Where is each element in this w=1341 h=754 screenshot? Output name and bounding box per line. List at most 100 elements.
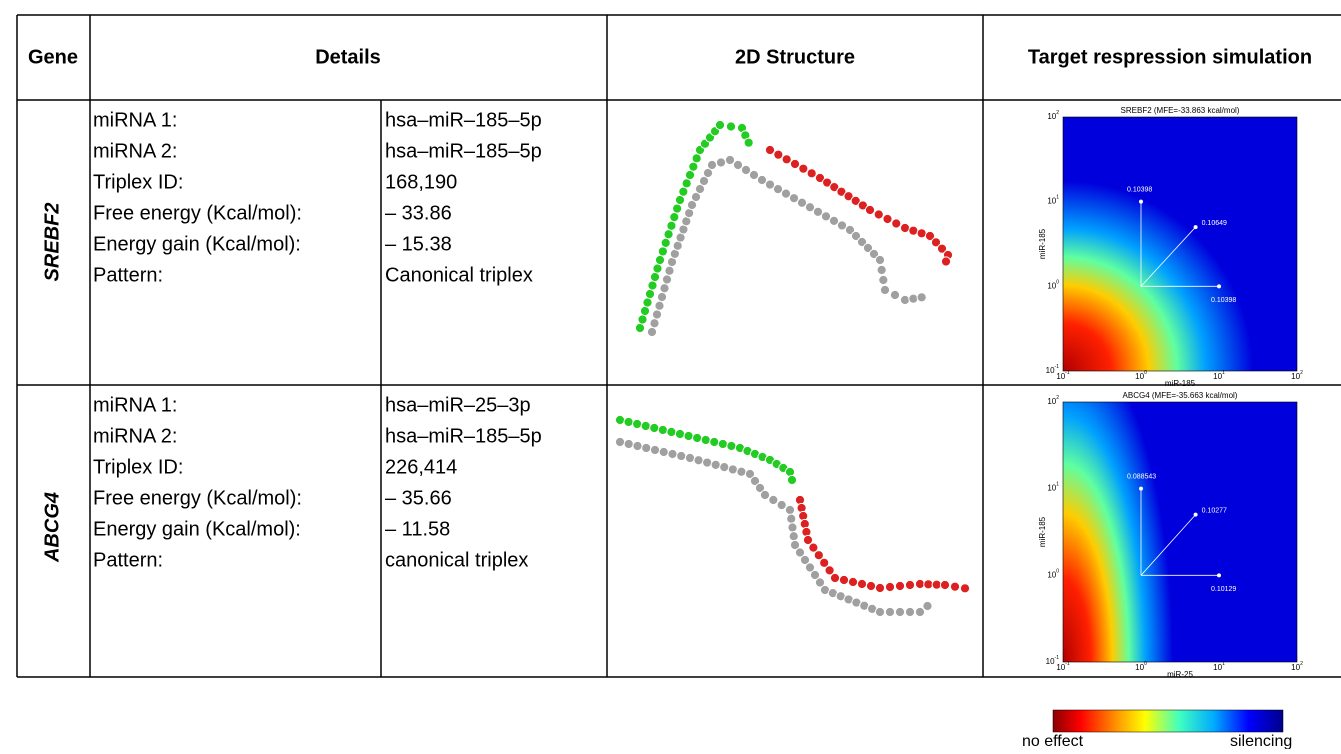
detail-label: Energy gain (Kcal/mol): xyxy=(93,233,301,255)
detail-label: Energy gain (Kcal/mol): xyxy=(93,518,301,540)
detail-value: hsa–miR–185–5p xyxy=(385,140,542,162)
nucleotide xyxy=(725,155,734,164)
tick-exponent: 0 xyxy=(1056,569,1059,575)
header-cell: Details xyxy=(315,46,381,68)
rna-structure xyxy=(635,120,952,336)
detail-value: hsa–miR–185–5p xyxy=(385,425,542,447)
gene-name: SREBF2 xyxy=(41,203,63,282)
nucleotide xyxy=(624,417,633,426)
header-cell: 2D Structure xyxy=(735,46,855,68)
x-tick-label: 10-1 xyxy=(1056,370,1070,381)
nucleotide xyxy=(615,437,624,446)
x-tick-label: 101 xyxy=(1213,661,1225,672)
point-label: 0.10277 xyxy=(1202,508,1227,515)
colorbar-max-label: silencing xyxy=(1230,733,1292,749)
nucleotide xyxy=(830,573,839,582)
nucleotide xyxy=(703,458,712,467)
nucleotide xyxy=(769,495,778,504)
nucleotide xyxy=(932,580,941,589)
nucleotide xyxy=(883,214,892,223)
tick-exponent: 1 xyxy=(1222,661,1225,667)
point-label: 0.10649 xyxy=(1202,220,1227,227)
nucleotide xyxy=(635,323,644,332)
detail-value: canonical triplex xyxy=(385,549,528,571)
nucleotide xyxy=(665,266,674,275)
detail-value: hsa–miR–25–3p xyxy=(385,394,531,416)
nucleotide xyxy=(707,160,716,169)
nucleotide xyxy=(733,160,742,169)
y-axis-label: miR-185 xyxy=(1038,516,1047,547)
nucleotide xyxy=(839,575,848,584)
point-label: 0.10398 xyxy=(1211,297,1236,304)
nucleotide xyxy=(777,500,786,509)
gene-name: ABCG4 xyxy=(41,492,63,563)
nucleotide xyxy=(667,221,676,230)
y-tick-label: 101 xyxy=(1047,482,1059,493)
figure: no effect silencing Gene Details 2D Struct… xyxy=(0,0,1341,749)
nucleotide xyxy=(790,159,799,168)
nucleotide xyxy=(900,223,909,232)
tick-exponent: 2 xyxy=(1300,370,1303,376)
tick-exponent: -1 xyxy=(1055,655,1060,661)
tick-exponent: 0 xyxy=(1144,661,1147,667)
y-tick-label: 100 xyxy=(1047,569,1059,580)
nucleotide xyxy=(684,431,693,440)
detail-value: – 35.66 xyxy=(385,487,452,509)
nucleotide xyxy=(874,210,883,219)
detail-label: miRNA 1: xyxy=(93,109,177,131)
plot-title: ABCG4 (MFE=-35.663 kcal/mol) xyxy=(1123,391,1238,400)
tick-exponent: 0 xyxy=(1144,370,1147,376)
arrow-head xyxy=(1194,225,1198,229)
y-tick-label: 100 xyxy=(1047,280,1059,291)
nucleotide xyxy=(774,150,783,159)
header-cell: Gene xyxy=(28,46,78,68)
tick-exponent: 1 xyxy=(1222,370,1225,376)
arrow-head xyxy=(1139,487,1143,491)
y-axis-label: miR-185 xyxy=(1038,228,1047,259)
nucleotide xyxy=(643,298,652,307)
colorbar xyxy=(1053,710,1283,732)
nucleotide xyxy=(641,421,650,430)
nucleotide xyxy=(685,170,694,179)
header-cell: Target respression simulation xyxy=(1028,46,1312,68)
detail-value: – 11.58 xyxy=(385,518,450,540)
nucleotide xyxy=(737,467,746,476)
arrow-head xyxy=(1217,573,1221,577)
nucleotide xyxy=(650,272,659,281)
detail-value: – 33.86 xyxy=(385,202,452,224)
detail-value: 168,190 xyxy=(385,171,457,193)
detail-label: miRNA 1: xyxy=(93,394,177,416)
detail-label: Pattern: xyxy=(93,264,163,286)
plot-title: SREBF2 (MFE=-33.863 kcal/mol) xyxy=(1121,106,1240,115)
nucleotide xyxy=(638,315,647,324)
nucleotide xyxy=(682,179,691,188)
nucleotide xyxy=(693,433,702,442)
nucleotide xyxy=(917,229,926,238)
nucleotide xyxy=(807,169,816,178)
nucleotide xyxy=(879,275,888,284)
nucleotide xyxy=(716,158,725,167)
arrow-head xyxy=(1139,200,1143,204)
detail-label: Triplex ID: xyxy=(93,456,183,478)
nucleotide xyxy=(710,437,719,446)
nucleotide xyxy=(924,580,933,589)
nucleotide xyxy=(765,145,774,154)
nucleotide xyxy=(788,523,797,532)
detail-value: hsa–miR–185–5p xyxy=(385,109,542,131)
colorbar-min-label: no effect xyxy=(1022,733,1084,749)
tick-exponent: 2 xyxy=(1056,395,1059,401)
nucleotide xyxy=(915,607,924,616)
y-tick-label: 102 xyxy=(1047,110,1059,121)
x-tick-label: 101 xyxy=(1213,370,1225,381)
nucleotide xyxy=(741,165,750,174)
detail-label: Free energy (Kcal/mol): xyxy=(93,487,302,509)
nucleotide xyxy=(642,443,651,452)
detail-label: miRNA 2: xyxy=(93,140,177,162)
nucleotide xyxy=(633,441,642,450)
nucleotide xyxy=(789,532,798,541)
nucleotide xyxy=(875,255,884,264)
nucleotide xyxy=(679,187,688,196)
nucleotide xyxy=(689,162,698,171)
point-label: 0.10129 xyxy=(1211,586,1236,593)
nucleotide xyxy=(727,441,736,450)
